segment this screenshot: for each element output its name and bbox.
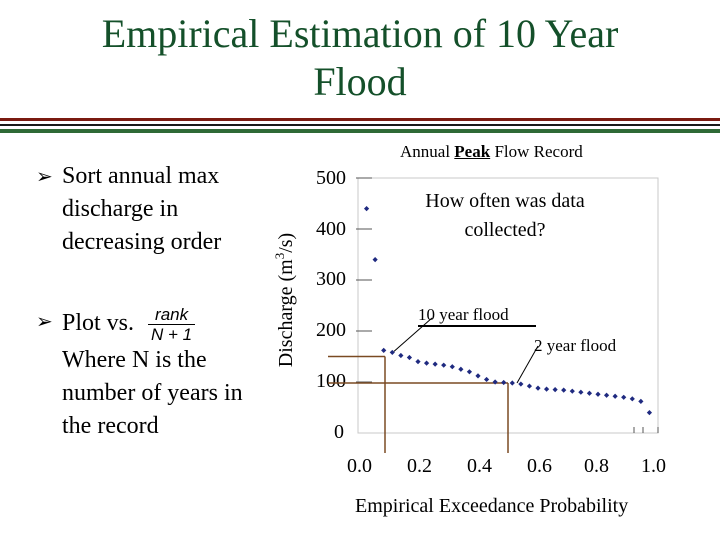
- data-point: [621, 394, 627, 400]
- y-tick-label: 400: [316, 218, 346, 240]
- x-tick-label: 0.0: [347, 455, 372, 477]
- data-point: [518, 381, 524, 387]
- data-point: [552, 387, 558, 393]
- title-rule-red: [0, 118, 720, 121]
- bullet-sort: ➢ Sort annual max discharge in decreasin…: [36, 160, 276, 259]
- data-point: [372, 257, 378, 263]
- record-title-peak: Peak: [454, 142, 491, 161]
- rank-fraction: rank N + 1: [148, 305, 196, 344]
- data-point: [646, 410, 653, 416]
- data-point: [475, 373, 481, 379]
- data-point: [535, 385, 541, 391]
- data-point: [578, 389, 584, 395]
- data-point: [483, 376, 490, 383]
- data-point: [466, 369, 473, 375]
- data-point: [423, 360, 430, 366]
- data-point: [406, 354, 413, 361]
- x-tick-label: 0.4: [467, 455, 492, 477]
- bullet-plot-text: Where N is the number of years in the re…: [62, 347, 243, 439]
- data-point: [458, 366, 464, 372]
- data-point: [595, 391, 601, 397]
- data-point: [603, 392, 610, 398]
- bullet-sort-text: Sort annual max discharge in decreasing …: [62, 163, 222, 255]
- ten-year-flood-label: 10 year flood: [418, 305, 509, 324]
- data-point: [389, 349, 395, 356]
- question-line1: How often was data: [400, 187, 610, 216]
- data-point: [501, 379, 507, 386]
- bullet-plot: ➢ Plot vs. rank N + 1 Where N is the num…: [36, 305, 276, 443]
- y-tick-label: 500: [316, 167, 346, 189]
- bullet-plot-prefix: Plot vs.: [62, 310, 135, 337]
- ten-year-flood-leader: [393, 317, 433, 352]
- fraction-denominator: N + 1: [151, 325, 193, 344]
- bullet-list: ➢ Sort annual max discharge in decreasin…: [36, 160, 276, 443]
- slide-title: Empirical Estimation of 10 Year Flood: [0, 10, 720, 106]
- two-year-flood-leader: [516, 345, 539, 384]
- y-tick-label: 300: [316, 268, 346, 290]
- slide-title-line1: Empirical Estimation of 10 Year: [101, 11, 619, 56]
- x-tick-label: 0.6: [527, 455, 552, 477]
- y-tick-label: 0: [334, 421, 344, 443]
- fraction-numerator: rank: [148, 305, 196, 325]
- x-tick-label: 1.0: [641, 455, 666, 477]
- data-point: [509, 380, 515, 386]
- two-year-flood-label: 2 year flood: [534, 336, 617, 355]
- x-axis-label: Empirical Exceedance Probability: [355, 495, 629, 517]
- title-rule-black: [0, 124, 720, 126]
- data-point: [526, 383, 533, 389]
- data-point: [561, 387, 567, 393]
- data-point: [381, 347, 387, 353]
- arrow-bullet-icon: ➢: [36, 309, 53, 333]
- x-tick-label: 0.2: [407, 455, 432, 477]
- data-point: [432, 361, 438, 367]
- data-point: [363, 206, 370, 212]
- ten-year-flood-underline: [418, 325, 536, 327]
- data-point: [638, 398, 644, 404]
- data-point: [492, 379, 498, 385]
- data-point: [586, 390, 593, 396]
- data-point: [449, 364, 455, 370]
- y-tick-label: 100: [316, 370, 346, 392]
- data-point: [398, 352, 404, 359]
- title-rule-green: [0, 129, 720, 133]
- slide-title-line2: Flood: [313, 59, 407, 104]
- data-point: [543, 386, 550, 392]
- data-point: [441, 362, 447, 368]
- data-point: [569, 388, 575, 394]
- x-tick-label: 0.8: [584, 455, 609, 477]
- data-point: [415, 359, 421, 365]
- data-point: [629, 396, 635, 402]
- question-line2: collected?: [395, 216, 615, 245]
- data-point: [612, 393, 618, 399]
- y-tick-label: 200: [316, 319, 346, 341]
- record-title: Annual Peak Flow Record: [400, 142, 583, 161]
- arrow-bullet-icon: ➢: [36, 164, 53, 188]
